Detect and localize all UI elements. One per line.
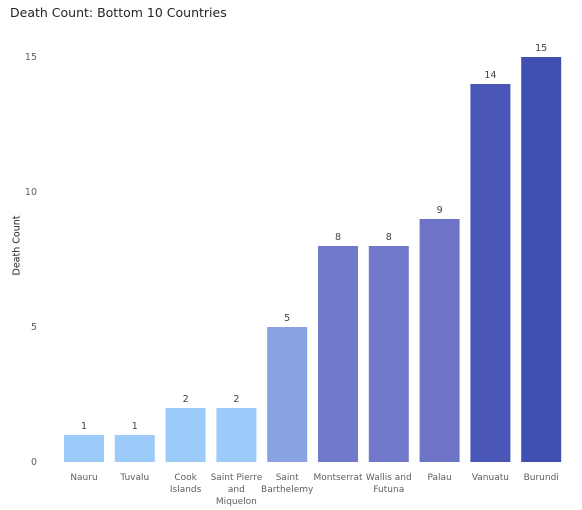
x-tick-label: Saint Barthelemy bbox=[261, 473, 314, 495]
data-label: 14 bbox=[484, 70, 496, 81]
x-tick-label-line: Barthelemy bbox=[261, 485, 314, 495]
x-tick-label-line: Montserrat bbox=[313, 473, 362, 483]
data-label: 8 bbox=[386, 232, 392, 243]
bar[interactable] bbox=[216, 408, 257, 462]
x-tick-label-line: Vanuatu bbox=[472, 473, 509, 483]
x-tick-label: Saint Pierre and Miquelon bbox=[211, 473, 263, 507]
bar[interactable] bbox=[267, 327, 308, 462]
x-tick-label-line: Saint Pierre bbox=[211, 473, 263, 483]
x-tick-label-line: Tuvalu bbox=[119, 473, 149, 483]
bars bbox=[64, 57, 562, 462]
x-tick-label-line: Palau bbox=[427, 473, 451, 483]
bar[interactable] bbox=[114, 435, 155, 462]
x-tick-label: Vanuatu bbox=[472, 473, 509, 483]
data-label: 2 bbox=[183, 394, 189, 405]
bar[interactable] bbox=[368, 246, 409, 462]
data-label: 15 bbox=[535, 43, 547, 54]
bar[interactable] bbox=[165, 408, 206, 462]
x-tick-label: Cook Islands bbox=[170, 473, 202, 495]
y-axis-ticks: 0 5 10 15 bbox=[25, 52, 37, 468]
y-tick-label: 15 bbox=[25, 52, 37, 63]
data-label: 5 bbox=[284, 313, 290, 324]
data-label: 1 bbox=[81, 421, 87, 432]
chart-title: Death Count: Bottom 10 Countries bbox=[10, 5, 227, 20]
x-tick-label-line: Nauru bbox=[70, 473, 97, 483]
x-tick-label: Burundi bbox=[524, 473, 559, 483]
x-tick-label-line: Saint bbox=[276, 473, 299, 483]
x-tick-label-line: Miquelon bbox=[216, 497, 257, 507]
data-label: 9 bbox=[437, 205, 443, 216]
x-tick-label: Palau bbox=[427, 473, 451, 483]
bar[interactable] bbox=[318, 246, 358, 462]
x-tick-label: Nauru bbox=[70, 473, 97, 483]
x-tick-label: Wallis and Futuna bbox=[366, 473, 412, 495]
x-tick-label-line: Cook bbox=[174, 473, 197, 483]
x-tick-label-line: Wallis and bbox=[366, 473, 412, 483]
x-tick-label-line: Futuna bbox=[373, 485, 404, 495]
data-label: 1 bbox=[132, 421, 138, 432]
y-tick-label: 0 bbox=[31, 457, 37, 468]
data-label: 2 bbox=[233, 394, 239, 405]
data-labels: 1 1 2 2 5 8 8 9 14 15 bbox=[81, 43, 547, 432]
y-tick-label: 5 bbox=[31, 322, 37, 333]
bar[interactable] bbox=[64, 435, 104, 462]
y-tick-label: 10 bbox=[25, 187, 37, 198]
x-tick-label: Montserrat bbox=[313, 473, 362, 483]
bar[interactable] bbox=[521, 57, 562, 462]
x-tick-label-line: Burundi bbox=[524, 473, 559, 483]
bar[interactable] bbox=[470, 84, 511, 462]
x-tick-label-line: Islands bbox=[170, 485, 202, 495]
data-label: 8 bbox=[335, 232, 341, 243]
bar[interactable] bbox=[419, 219, 460, 462]
x-axis-labels: Nauru Tuvalu Cook Islands Saint Pierre and Miq… bbox=[70, 473, 558, 507]
x-tick-label-line: and bbox=[228, 485, 245, 495]
x-tick-label: Tuvalu bbox=[119, 473, 149, 483]
